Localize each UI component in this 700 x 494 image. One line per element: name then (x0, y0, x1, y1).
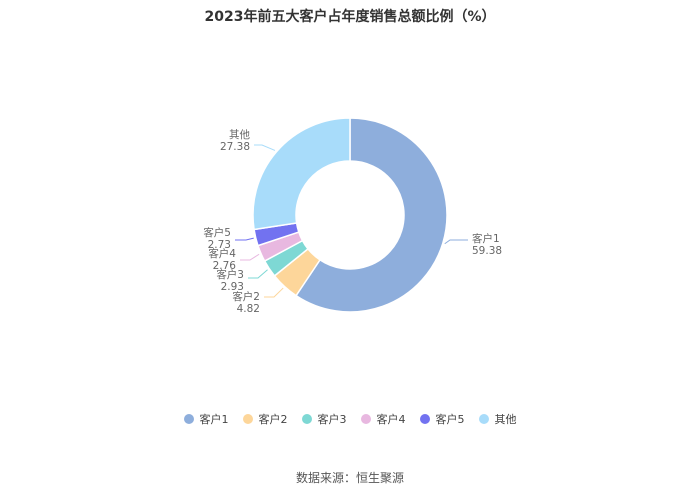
slice-label-value: 59.38 (472, 245, 502, 257)
leader-line-客户1 (444, 239, 468, 245)
legend-item-客户2[interactable]: 客户2 (242, 411, 288, 427)
leader-line-客户5 (235, 237, 254, 241)
slice-label-name: 客户1 (472, 232, 500, 245)
leader-line-其他 (254, 144, 276, 151)
legend-item-客户1[interactable]: 客户1 (183, 411, 229, 427)
slice-label-value: 2.73 (208, 239, 231, 251)
legend-item-客户4[interactable]: 客户4 (360, 411, 406, 427)
legend-label: 其他 (494, 413, 517, 426)
legend-swatch (183, 414, 194, 424)
slice-客户1[interactable] (295, 117, 448, 313)
legend-label: 客户5 (435, 413, 465, 426)
legend-label: 客户2 (258, 413, 288, 426)
slice-其他[interactable] (252, 117, 351, 231)
slice-label-value: 2.93 (221, 281, 244, 293)
legend-swatch (301, 414, 312, 424)
legend-label: 客户3 (317, 413, 347, 426)
slice-label-name: 其他 (229, 128, 250, 141)
legend-item-客户5[interactable]: 客户5 (419, 411, 465, 427)
data-source: 数据来源：恒生聚源 (295, 471, 404, 485)
slice-label-name: 客户4 (208, 247, 236, 260)
legend-swatch (419, 414, 430, 424)
legend-swatch (242, 414, 253, 424)
slice-label-name: 客户3 (216, 268, 244, 281)
legend-label: 客户4 (376, 413, 406, 426)
legend-item-客户3[interactable]: 客户3 (301, 411, 347, 427)
slice-label-value: 2.76 (213, 260, 237, 272)
legend-label: 客户1 (199, 413, 229, 426)
leader-line-客户4 (240, 253, 260, 261)
leader-line-客户2 (264, 287, 284, 298)
slice-label-value: 4.82 (237, 303, 260, 315)
slice-label-value: 27.38 (220, 141, 250, 153)
legend-swatch (360, 414, 371, 424)
legend-swatch (478, 414, 489, 424)
leader-line-客户3 (248, 269, 268, 279)
legend-item-其他[interactable]: 其他 (478, 411, 517, 427)
slice-label-name: 客户2 (232, 290, 260, 303)
chart-title: 2023年前五大客户占年度销售总额比例（%） (204, 9, 496, 25)
legend: 客户1 客户2 客户3 客户4 客户5 其他 (0, 411, 700, 427)
slice-label-name: 客户5 (203, 226, 231, 239)
